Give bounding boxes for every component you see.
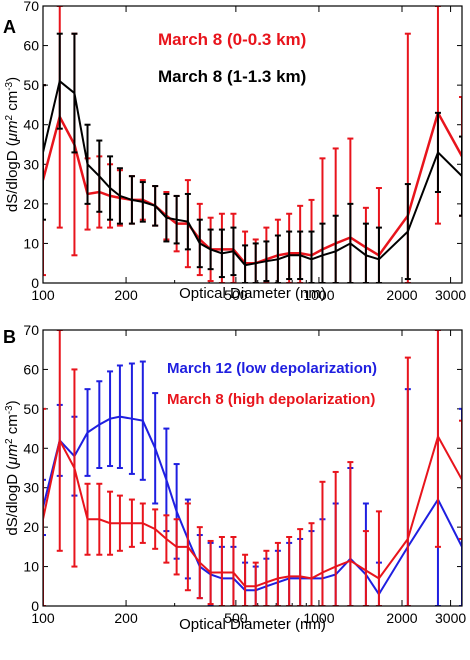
x-tick-label: 500 — [224, 610, 248, 626]
x-axis-label: Optical Diameter (nm) — [179, 285, 326, 302]
y-tick-label: 0 — [31, 598, 39, 614]
x-tick-label: 2000 — [386, 287, 417, 303]
y-label-unit: μm — [4, 444, 21, 466]
y-tick-label: 60 — [23, 361, 39, 377]
panel-a: A 0 10 20 30 40 50 60 70 100 200 500 1000 2000 3000 Opt… — [3, 0, 466, 303]
x-tick-label: 200 — [114, 287, 138, 303]
y-label-close: ) — [4, 400, 21, 405]
y-label-close: ) — [4, 77, 21, 82]
x-tick-label: 1000 — [303, 610, 334, 626]
panel-letter: B — [3, 327, 16, 347]
series-line — [43, 109, 462, 265]
y-label-exp: 2 — [4, 438, 15, 444]
legend-entry: March 8 (0-0.3 km) — [158, 30, 306, 49]
y-label-exp: 2 — [4, 115, 15, 121]
plot-frame — [42, 5, 463, 284]
plot-area — [43, 6, 462, 283]
series-1 — [43, 330, 462, 606]
y-label-main: dS/dlogD ( — [4, 141, 21, 212]
x-tick-label: 2000 — [386, 610, 417, 626]
y-tick-label: 30 — [23, 480, 39, 496]
y-tick-label: 30 — [23, 156, 39, 172]
plot-area — [43, 330, 462, 606]
y-label-unit: μm — [4, 121, 21, 143]
series-1 — [43, 32, 462, 283]
series-line — [43, 433, 462, 588]
y-tick-label: 70 — [23, 0, 39, 14]
y-label-unit2: cm — [4, 91, 21, 115]
panel-letter: A — [3, 17, 16, 37]
legend-entry: March 8 (1-1.3 km) — [158, 67, 306, 86]
y-tick-label: 0 — [31, 275, 39, 291]
y-tick-label: 50 — [23, 401, 39, 417]
y-tick-label: 70 — [23, 322, 39, 338]
y-tick-label: 50 — [23, 77, 39, 93]
y-tick-label: 20 — [23, 519, 39, 535]
plot-frame — [42, 329, 463, 607]
y-label-exp2: -3 — [4, 81, 15, 90]
x-tick-label: 100 — [31, 610, 55, 626]
legend-entry: March 8 (high depolarization) — [167, 391, 375, 408]
panel-b: B 0 10 20 30 40 50 60 70 100 200 500 1000 2000 3000 Opt… — [3, 322, 466, 633]
y-tick-label: 40 — [23, 440, 39, 456]
y-axis-label: dS/dlogD (μm2 cm-3) — [4, 400, 22, 535]
y-tick-label: 60 — [23, 38, 39, 54]
y-tick-label: 20 — [23, 196, 39, 212]
y-tick-label: 10 — [23, 559, 39, 575]
y-label-main: dS/dlogD ( — [4, 465, 21, 536]
y-label-unit2: cm — [4, 414, 21, 438]
x-tick-label: 3000 — [435, 610, 466, 626]
y-axis-label: dS/dlogD (μm2 cm-3) — [4, 77, 22, 212]
legend-entry: March 12 (low depolarization) — [167, 360, 377, 377]
x-axis-label: Optical Diameter (nm) — [179, 616, 326, 633]
x-tick-label: 200 — [114, 610, 138, 626]
x-tick-label: 1000 — [303, 287, 334, 303]
y-tick-label: 40 — [23, 117, 39, 133]
y-label-exp2: -3 — [4, 405, 15, 414]
series-line — [43, 415, 462, 597]
x-tick-label: 3000 — [435, 287, 466, 303]
x-tick-label: 100 — [31, 287, 55, 303]
series-line — [43, 79, 462, 267]
x-tick-label: 500 — [224, 287, 248, 303]
y-tick-label: 10 — [23, 235, 39, 251]
